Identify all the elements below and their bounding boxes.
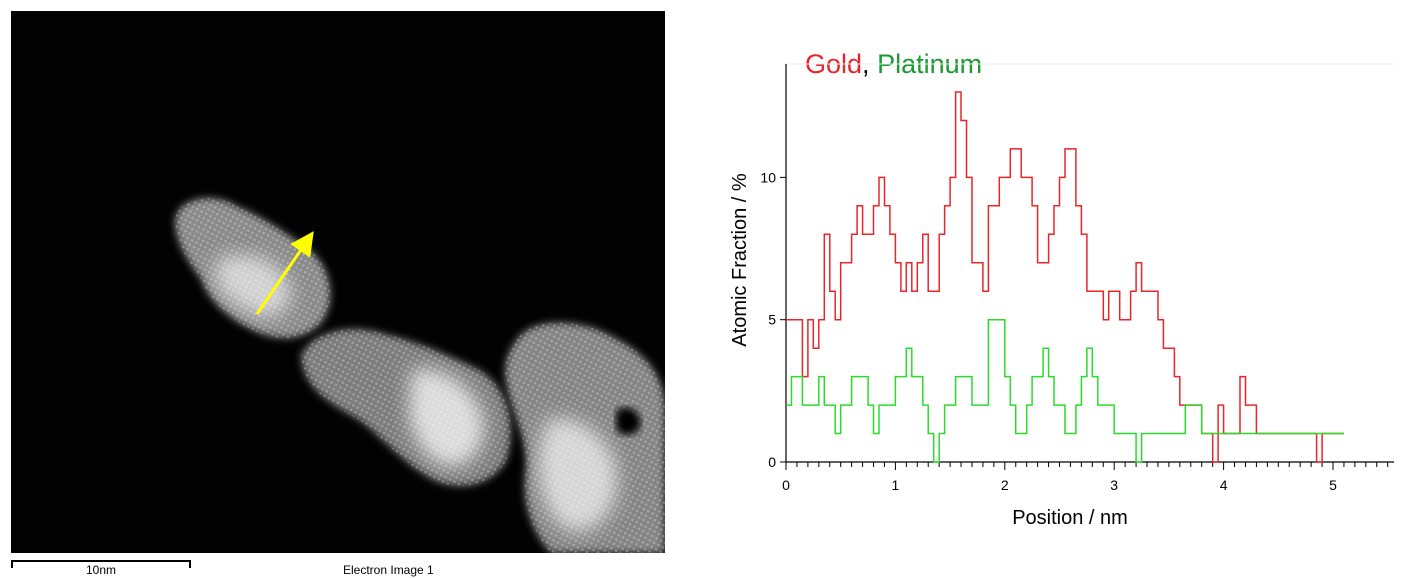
series-line-platinum: [786, 318, 1344, 463]
scale-bar-label: 10nm: [85, 563, 117, 577]
x-tick-label: 4: [1220, 477, 1228, 493]
y-tick-label: 5: [768, 312, 776, 328]
nanoparticle-cluster-right: [505, 322, 665, 553]
scale-bar: 10nm: [11, 556, 193, 578]
x-tick-label: 2: [1001, 477, 1009, 493]
image-caption: Electron Image 1: [343, 563, 434, 577]
x-axis-label: Position / nm: [1012, 507, 1128, 529]
linescan-arrow: [255, 231, 314, 315]
nanoparticle-cluster-upper: [175, 198, 331, 339]
nanoparticle-cluster-middle: [301, 329, 511, 486]
line-profile-chart: Gold, Platinum 0 1 2 3 4 5 0 5 10 Position / nm …: [700, 0, 1404, 578]
series-line-gold: [786, 91, 1344, 463]
x-tick-label: 5: [1329, 477, 1337, 493]
x-tick-label: 3: [1110, 477, 1118, 493]
y-axis-label: Atomic Fraction / %: [729, 173, 751, 347]
y-tick-label: 10: [760, 169, 776, 185]
x-tick-label: 0: [782, 477, 790, 493]
x-tick-label: 1: [892, 477, 900, 493]
y-tick-label: 0: [768, 454, 776, 470]
electron-micrograph: [11, 11, 665, 553]
micrograph-image: [11, 11, 665, 553]
